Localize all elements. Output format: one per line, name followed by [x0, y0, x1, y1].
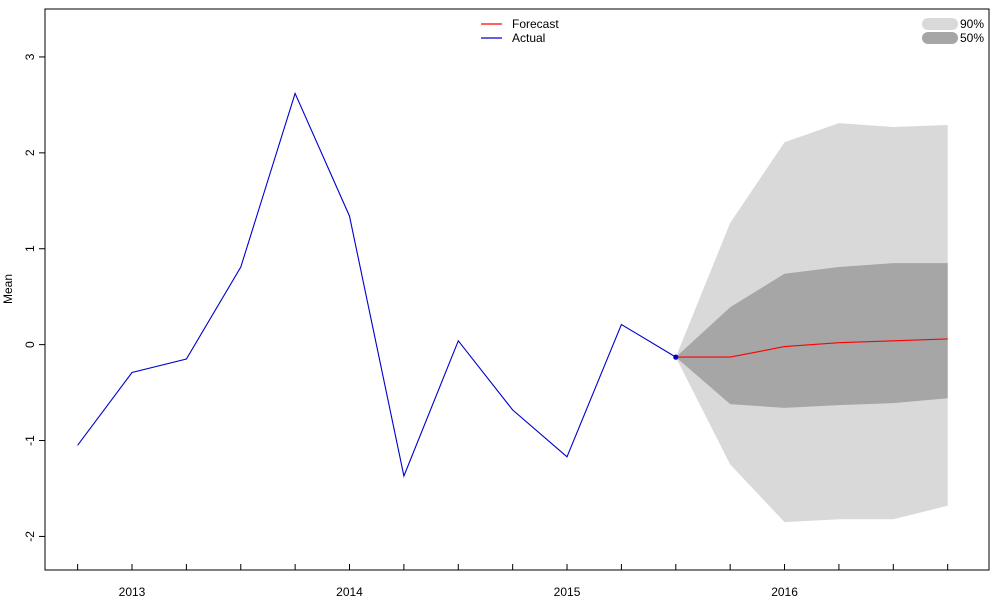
y-tick-label: -2 — [23, 531, 37, 542]
series-line-forecast — [675, 338, 948, 358]
y-tick-label: 0 — [23, 341, 37, 348]
x-tick-label: 2016 — [771, 585, 798, 599]
band-50-percent — [675, 263, 948, 408]
y-axis-label: Mean — [1, 274, 15, 304]
y-tick-label: 1 — [23, 245, 37, 252]
x-tick-label: 2015 — [554, 585, 581, 599]
legend-label-band-50: 50% — [960, 31, 984, 45]
x-tick-label: 2013 — [119, 585, 146, 599]
data-points — [673, 354, 679, 360]
plot-area-border — [44, 8, 990, 571]
last-actual-point — [673, 354, 679, 360]
legend-bands: 90%50% — [922, 17, 984, 45]
x-axis: 2013 2014 2015 2016 — [77, 564, 949, 599]
series-lines — [77, 91, 948, 478]
series-line-actual — [77, 91, 677, 478]
legend-label-band-90: 90% — [960, 17, 984, 31]
confidence-bands — [675, 123, 948, 523]
legend-swatch-band-90 — [922, 18, 958, 30]
legend-swatch-band-50 — [922, 32, 958, 44]
y-axis: -2 -1 0 1 2 3 — [23, 53, 45, 542]
x-tick-label: 2014 — [336, 585, 363, 599]
legend-label-actual: Actual — [512, 31, 545, 45]
y-tick-label: 3 — [23, 53, 37, 60]
y-tick-label: -1 — [23, 435, 37, 446]
y-tick-label: 2 — [23, 149, 37, 156]
legend-label-forecast: Forecast — [512, 17, 559, 31]
